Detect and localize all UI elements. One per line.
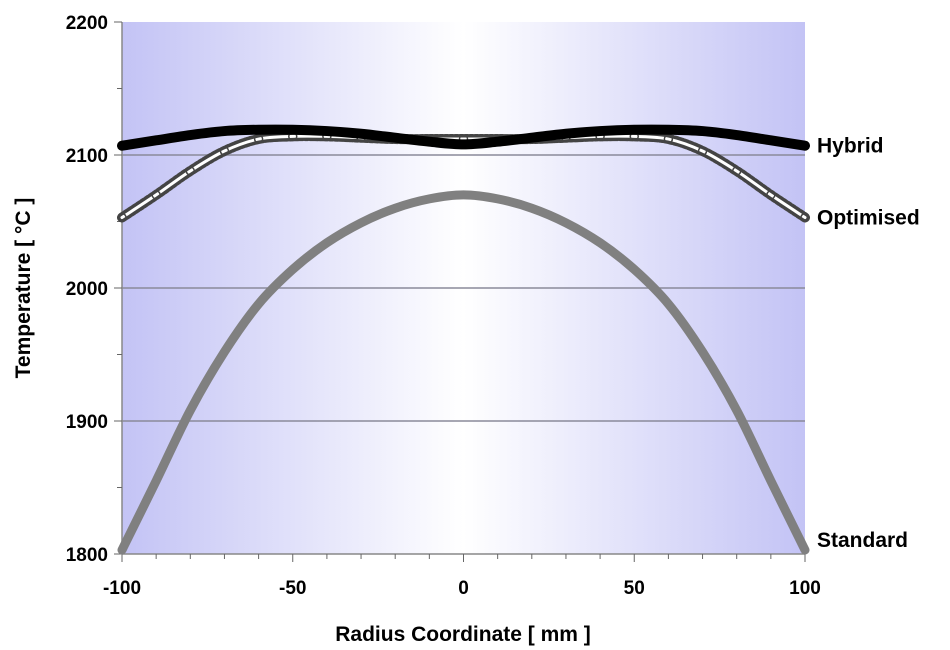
y-tick-label: 1800 (66, 545, 108, 566)
series-point-optimised (219, 146, 230, 156)
axes (114, 21, 806, 562)
series-point-optimised (800, 212, 810, 223)
x-tick-label: 100 (789, 578, 821, 599)
x-tick-label: 0 (458, 578, 469, 599)
series-label-optimised: Optimised (817, 207, 920, 230)
series-label-hybrid: Hybrid (817, 135, 884, 158)
series-point-optimised (663, 134, 674, 144)
series-point-optimised (253, 134, 264, 144)
series-label-standard: Standard (817, 529, 908, 552)
labels: 1800 1900 2000 2100 2200 -100 -50 0 50 100 Standar… (66, 13, 920, 599)
series-point-optimised (185, 166, 196, 176)
y-tick-label: 2100 (66, 146, 108, 167)
x-tick-label: -100 (103, 578, 141, 599)
series-line-standard (117, 190, 810, 555)
series-line-optimised-inner (120, 134, 807, 220)
y-axis-title: Temperature [ °C ] (12, 198, 35, 379)
series-point-optimised (697, 146, 708, 156)
series-point-optimised (151, 190, 161, 200)
series-point-optimised (731, 166, 742, 176)
y-tick-label: 2200 (66, 13, 108, 34)
series-point-optimised (766, 190, 776, 200)
y-tick-label: 2000 (66, 279, 108, 300)
y-tick-label: 1900 (66, 412, 108, 433)
x-tick-label: -50 (279, 578, 306, 599)
series-lines (117, 124, 810, 555)
x-axis-title: Radius Coordinate [ mm ] (335, 623, 591, 646)
grid-lines (122, 154, 805, 422)
series-point-optimised (117, 212, 127, 223)
x-tick-label: 50 (624, 578, 645, 599)
series-line-hybrid (117, 124, 810, 151)
